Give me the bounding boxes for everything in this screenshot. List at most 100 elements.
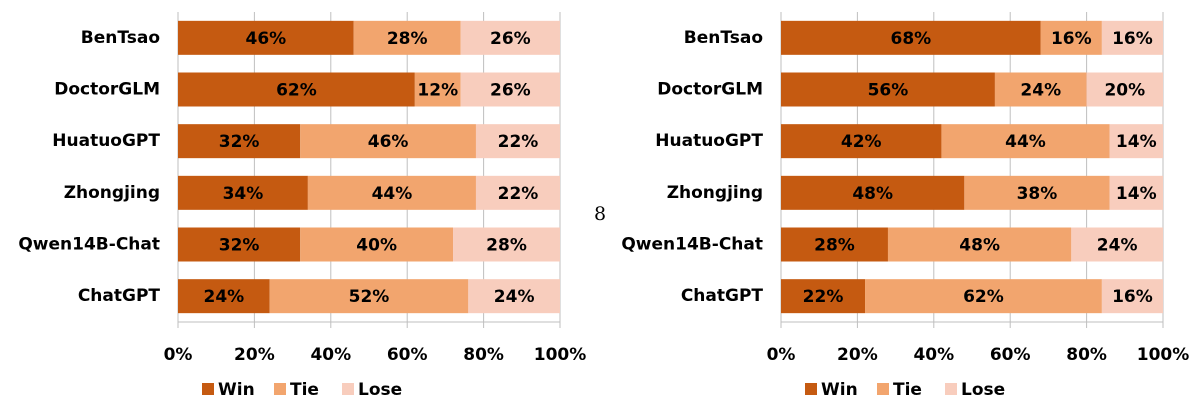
category-label: HuatuoGPT	[52, 131, 160, 151]
legend-label: Win	[821, 380, 858, 400]
bar-segment	[1109, 124, 1163, 159]
data-label: 28%	[814, 236, 855, 256]
bar-segment	[300, 124, 476, 159]
bar-segment	[353, 20, 461, 55]
bar-segment	[1109, 175, 1163, 210]
x-tick-label: 60%	[990, 345, 1031, 365]
data-label: 14%	[1116, 132, 1157, 152]
bar-segment	[941, 124, 1110, 159]
data-label: 68%	[891, 29, 932, 49]
category-label: BenTsao	[684, 28, 763, 48]
data-label: 16%	[1112, 287, 1153, 307]
data-label: 16%	[1112, 29, 1153, 49]
data-label: 48%	[959, 236, 1000, 256]
data-label: 22%	[803, 287, 844, 307]
legend-swatch	[342, 383, 354, 395]
bar-segment	[269, 279, 469, 314]
bar-segment	[460, 72, 560, 107]
bar-segment	[964, 175, 1110, 210]
data-label: 32%	[219, 132, 260, 152]
bar-segment	[994, 72, 1087, 107]
x-tick-label: 80%	[463, 345, 504, 365]
bar-segment	[1040, 20, 1102, 55]
bar-segment	[468, 279, 560, 314]
legend-swatch	[805, 383, 817, 395]
data-label: 28%	[486, 236, 527, 256]
data-label: 14%	[1116, 184, 1157, 204]
x-tick-label: 20%	[837, 345, 878, 365]
data-label: 52%	[349, 287, 390, 307]
data-label: 22%	[498, 132, 539, 152]
category-label: Zhongjing	[667, 183, 763, 203]
category-label: DoctorGLM	[657, 80, 763, 100]
bar-segment	[475, 124, 560, 159]
category-label: ChatGPT	[78, 286, 161, 306]
bar-segment	[178, 20, 354, 55]
data-label: 20%	[1104, 81, 1145, 101]
data-label: 46%	[368, 132, 409, 152]
page-number: 8	[594, 203, 606, 225]
data-label: 26%	[490, 81, 531, 101]
data-label: 22%	[498, 184, 539, 204]
data-label: 16%	[1051, 29, 1092, 49]
bar-segment	[300, 227, 454, 262]
bar-segment	[178, 175, 308, 210]
legend-label: Tie	[290, 380, 319, 400]
legend-label: Lose	[961, 380, 1005, 400]
data-label: 62%	[963, 287, 1004, 307]
data-label: 28%	[387, 29, 428, 49]
x-tick-label: 80%	[1066, 345, 1107, 365]
bar-segment	[307, 175, 476, 210]
bar-segment	[475, 175, 560, 210]
legend-swatch	[274, 383, 286, 395]
category-label: HuatuoGPT	[655, 131, 763, 151]
data-label: 40%	[356, 236, 397, 256]
bar-segment	[178, 72, 415, 107]
x-tick-label: 100%	[1137, 345, 1190, 365]
legend-label: Tie	[893, 380, 922, 400]
category-label: Zhongjing	[64, 183, 160, 203]
bar-segment	[781, 227, 888, 262]
data-label: 26%	[490, 29, 531, 49]
x-tick-label: 40%	[310, 345, 351, 365]
category-label: Qwen14B-Chat	[621, 235, 763, 255]
data-label: 24%	[1020, 81, 1061, 101]
bar-segment	[781, 20, 1041, 55]
x-tick-label: 60%	[387, 345, 428, 365]
data-label: 38%	[1017, 184, 1058, 204]
data-label: 24%	[203, 287, 244, 307]
bar-segment	[460, 20, 560, 55]
bar-segment	[781, 279, 866, 314]
x-tick-label: 0%	[767, 345, 796, 365]
legend-swatch	[945, 383, 957, 395]
data-label: 24%	[494, 287, 535, 307]
bar-segment	[781, 175, 965, 210]
x-tick-label: 100%	[534, 345, 587, 365]
bar-segment	[1101, 20, 1163, 55]
legend-swatch	[877, 383, 889, 395]
data-label: 12%	[417, 81, 458, 101]
bar-segment	[178, 279, 270, 314]
data-label: 62%	[276, 81, 317, 101]
x-tick-label: 40%	[913, 345, 954, 365]
data-label: 42%	[841, 132, 882, 152]
category-label: ChatGPT	[681, 286, 764, 306]
bar-segment	[781, 72, 995, 107]
bar-segment	[1071, 227, 1163, 262]
x-tick-label: 20%	[234, 345, 275, 365]
data-label: 24%	[1097, 236, 1138, 256]
bar-segment	[178, 124, 301, 159]
category-label: Qwen14B-Chat	[18, 235, 160, 255]
bar-segment	[781, 124, 942, 159]
category-label: BenTsao	[81, 28, 160, 48]
legend-label: Win	[218, 380, 255, 400]
legend-swatch	[202, 383, 214, 395]
category-label: DoctorGLM	[54, 80, 160, 100]
legend-label: Lose	[358, 380, 402, 400]
x-tick-label: 0%	[164, 345, 193, 365]
data-label: 56%	[868, 81, 909, 101]
data-label: 44%	[372, 184, 413, 204]
data-label: 32%	[219, 236, 260, 256]
data-label: 44%	[1005, 132, 1046, 152]
